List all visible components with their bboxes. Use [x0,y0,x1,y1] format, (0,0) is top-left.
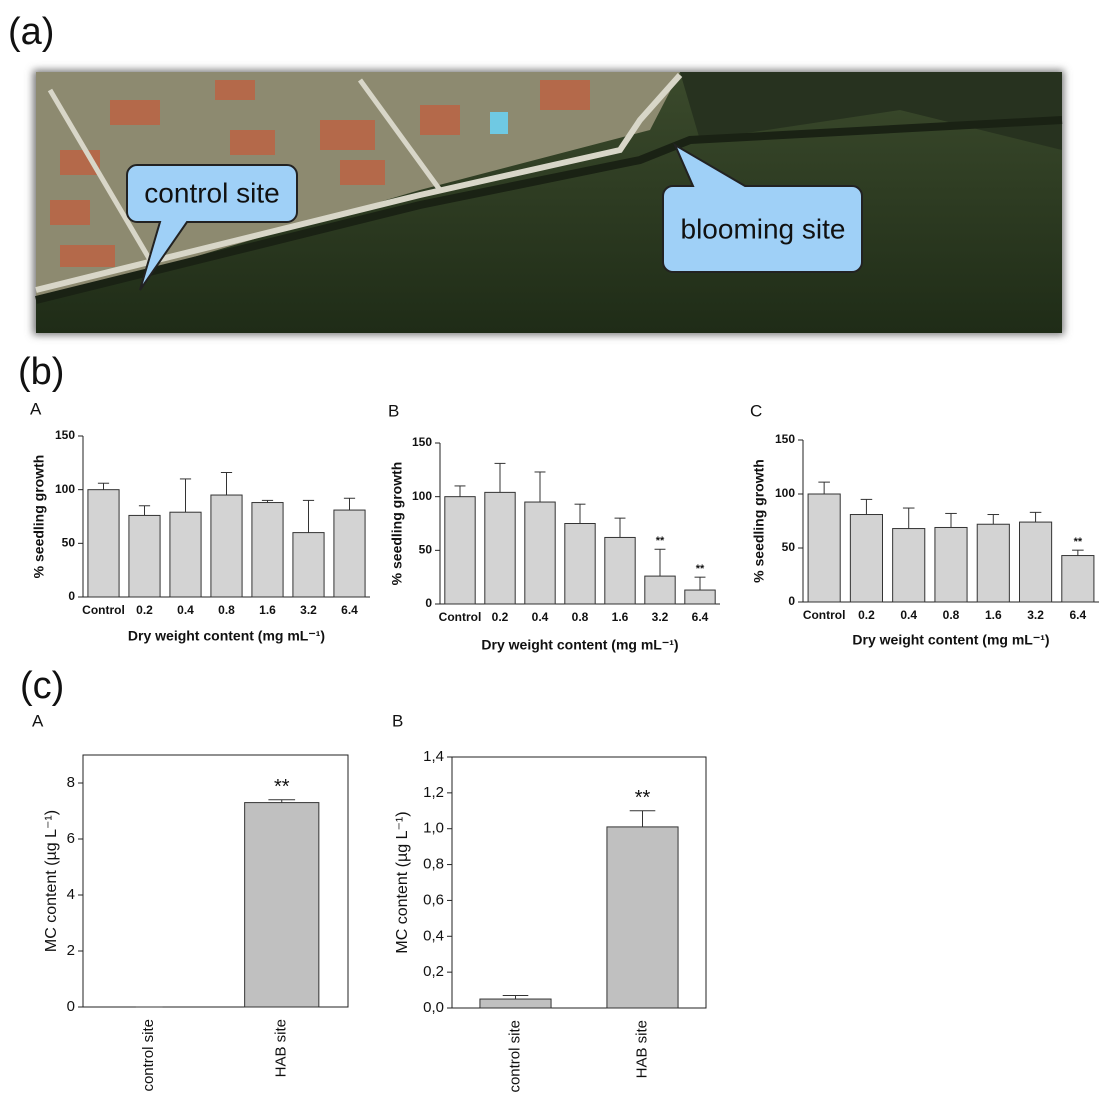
chart-title: B [388,401,399,420]
bar [252,503,283,597]
bar [480,999,551,1008]
y-axis-label: % seedling growth [31,455,47,579]
bar [485,492,515,604]
x-tick-label: HAB site [633,1020,650,1078]
x-tick-label: 0.8 [572,610,589,624]
panel-label: (c) [20,665,64,707]
bar [525,502,555,604]
y-tick-label: 8 [67,774,75,791]
bar [334,510,365,597]
x-tick-label: 6.4 [341,603,358,617]
panel-label: (a) [8,11,54,53]
x-tick-label: Control [82,603,125,617]
y-tick-label: 0 [68,589,75,603]
x-tick-label: control site [506,1020,523,1093]
chart-title: A [30,399,42,418]
y-tick-label: 100 [775,486,795,500]
x-tick-label: 1.6 [612,610,629,624]
bar [607,827,678,1008]
bar [211,495,242,597]
y-tick-label: 0,8 [423,856,444,873]
y-tick-label: 50 [62,536,76,550]
map: control site blooming site [33,70,1064,335]
x-tick-label: control site [140,1019,157,1092]
y-axis-label: MC content (µg L⁻¹) [43,810,60,952]
figure: (a) (b) (c) control site blooming site A… [0,0,1099,1115]
y-tick-label: 150 [775,432,795,446]
y-tick-label: 150 [55,428,75,442]
bar [245,803,319,1007]
bar [129,515,160,597]
x-tick-label: Control [803,608,846,622]
callout-label: blooming site [681,213,846,244]
panel-label: (b) [18,351,64,393]
y-tick-label: 0,2 [423,963,444,980]
y-tick-label: 0 [788,594,795,608]
y-tick-label: 1,0 [423,820,444,837]
x-tick-label: 3.2 [1027,608,1044,622]
bar [565,524,595,605]
x-axis-label: Dry weight content (mg mL⁻¹) [481,637,678,653]
bar [605,537,635,604]
bar [445,497,475,604]
y-tick-label: 0 [67,998,75,1015]
y-axis-label: % seedling growth [751,459,767,583]
y-tick-label: 50 [419,543,433,557]
y-tick-label: 2 [67,942,75,959]
y-tick-label: 1,4 [423,748,444,765]
y-tick-label: 6 [67,830,75,847]
x-tick-label: 3.2 [300,603,317,617]
bar [293,533,324,597]
y-tick-label: 0,6 [423,891,444,908]
y-tick-label: 0,0 [423,999,444,1016]
y-tick-label: 150 [412,435,432,449]
bar [977,524,1009,602]
bar [170,512,201,597]
y-tick-label: 100 [55,482,75,496]
x-tick-label: HAB site [273,1019,290,1077]
y-tick-label: 0,4 [423,927,444,944]
significance-mark: ** [635,787,651,809]
x-axis-label: Dry weight content (mg mL⁻¹) [128,628,325,644]
y-axis-label: % seedling growth [389,462,405,586]
x-tick-label: 1.6 [985,608,1002,622]
bar [1020,522,1052,602]
y-tick-label: 0 [425,596,432,610]
x-tick-label: 3.2 [652,610,669,624]
bar [935,527,967,602]
callout-label: control site [144,177,279,208]
y-axis-label: MC content (µg L⁻¹) [394,811,411,953]
bar [850,515,882,602]
x-tick-label: 6.4 [1070,608,1087,622]
x-axis-label: Dry weight content (mg mL⁻¹) [852,632,1049,648]
x-tick-label: 0.8 [943,608,960,622]
significance-mark: ** [656,535,665,547]
x-tick-label: 1.6 [259,603,276,617]
x-tick-label: 0.8 [218,603,235,617]
chart-title: B [392,711,403,730]
bar [685,590,715,604]
y-tick-label: 1,2 [423,784,444,801]
bar [1062,556,1094,602]
bar [808,494,840,602]
chart-title: A [32,711,44,730]
bar [893,529,925,602]
x-tick-label: 0.2 [858,608,875,622]
x-tick-label: 0.4 [177,603,194,617]
significance-mark: ** [696,563,705,575]
x-tick-label: 6.4 [692,610,709,624]
bar [645,576,675,604]
chart-title: C [750,401,762,420]
x-tick-label: 0.4 [900,608,917,622]
y-tick-label: 100 [412,489,432,503]
y-tick-label: 4 [67,886,75,903]
x-tick-label: 0.4 [532,610,549,624]
x-tick-label: Control [439,610,482,624]
x-tick-label: 0.2 [492,610,509,624]
significance-mark: ** [274,776,290,798]
x-tick-label: 0.2 [136,603,153,617]
y-tick-label: 50 [782,540,796,554]
significance-mark: ** [1074,536,1083,548]
bar [88,490,119,597]
